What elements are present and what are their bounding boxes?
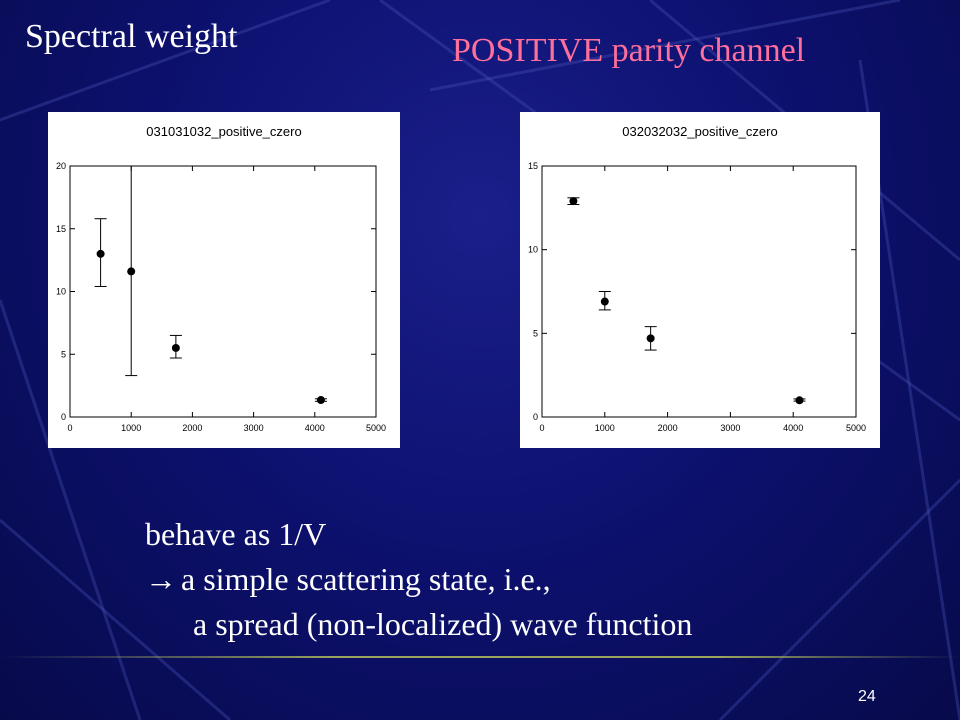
y-tick-label: 5	[533, 328, 538, 338]
y-tick-label: 0	[533, 412, 538, 422]
y-tick-label: 0	[61, 412, 66, 422]
page-number: 24	[858, 688, 876, 705]
right-arrow-icon: →	[145, 561, 177, 597]
y-tick-label: 15	[56, 224, 66, 234]
slide-title: Spectral weight	[25, 18, 238, 55]
data-point	[569, 197, 578, 206]
footer-divider	[0, 656, 960, 658]
x-tick-label: 1000	[595, 423, 615, 433]
data-point	[127, 267, 136, 276]
y-tick-label: 5	[61, 349, 66, 359]
body-text: behave as 1/V → a simple scattering state…	[145, 512, 692, 647]
x-tick-label: 1000	[121, 423, 141, 433]
y-tick-label: 20	[56, 161, 66, 171]
x-tick-label: 3000	[244, 423, 264, 433]
body-line-3: a spread (non-localized) wave function	[193, 606, 693, 642]
plot-frame	[69, 165, 377, 418]
x-tick-label: 4000	[783, 423, 803, 433]
chart-title: 031031032_positive_czero	[146, 124, 301, 139]
data-point	[171, 343, 180, 352]
x-tick-label: 5000	[366, 423, 386, 433]
x-tick-label: 0	[539, 423, 544, 433]
chart-title: 032032032_positive_czero	[622, 124, 777, 139]
chart-svg: 032032032_positive_czero 0 1000 2000 3000 400…	[528, 124, 866, 433]
plot-frame	[541, 165, 857, 418]
chart-panel-left: 031031032_positive_czero 0 1000 2000 3000 400…	[48, 112, 400, 448]
data-point	[96, 249, 105, 258]
x-tick-label: 2000	[182, 423, 202, 433]
body-line-1: behave as 1/V	[145, 516, 327, 552]
data-point	[316, 396, 325, 405]
x-tick-label: 3000	[720, 423, 740, 433]
body-line-2: → a simple scattering state, i.e.,	[145, 557, 692, 602]
x-tick-label: 4000	[305, 423, 325, 433]
body-line-2-text: a simple scattering state, i.e.,	[181, 561, 551, 597]
y-tick-label: 10	[528, 245, 538, 255]
x-tick-label: 2000	[658, 423, 678, 433]
data-point	[600, 297, 609, 306]
x-tick-label: 0	[67, 423, 72, 433]
slide-subtitle: POSITIVE parity channel	[452, 32, 806, 69]
y-tick-label: 10	[56, 287, 66, 297]
y-tick-label: 15	[528, 161, 538, 171]
data-point	[795, 396, 804, 405]
chart-panel-right: 032032032_positive_czero 0 1000 2000 3000 400…	[520, 112, 880, 448]
data-point	[646, 334, 655, 343]
chart-svg: 031031032_positive_czero 0 1000 2000 3000 400…	[56, 124, 386, 433]
x-tick-label: 5000	[846, 423, 866, 433]
